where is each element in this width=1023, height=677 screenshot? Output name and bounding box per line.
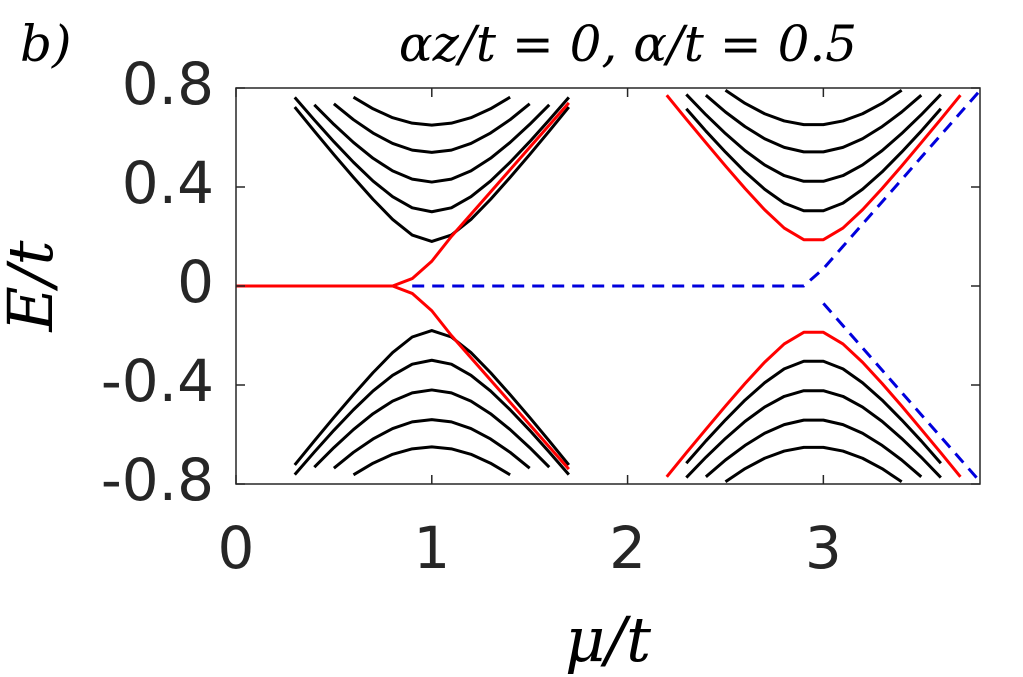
y-axis-label: E/t bbox=[0, 240, 67, 332]
series-line bbox=[236, 284, 962, 478]
series-line bbox=[352, 95, 511, 127]
series-line bbox=[332, 88, 903, 154]
x-axis-label: μ/t bbox=[565, 603, 651, 676]
x-tick-label: 1 bbox=[413, 514, 450, 582]
panel-label: b) bbox=[20, 15, 72, 73]
plot-area bbox=[236, 88, 980, 484]
y-tick-label: 0 bbox=[177, 248, 214, 316]
y-tick-label: -0.4 bbox=[101, 347, 214, 415]
x-tick-label: 0 bbox=[218, 514, 255, 582]
series-line bbox=[332, 418, 903, 484]
y-tick-label: -0.8 bbox=[101, 446, 214, 514]
chart-title: αz/t = 0, α/t = 0.5 bbox=[399, 15, 857, 73]
x-tick-label: 3 bbox=[805, 514, 842, 582]
y-tick-label: 0.4 bbox=[122, 149, 214, 217]
series-line bbox=[313, 94, 923, 184]
series-line bbox=[352, 445, 511, 477]
x-tick-label: 2 bbox=[609, 514, 646, 582]
series-line bbox=[293, 358, 942, 479]
series-line bbox=[313, 388, 923, 478]
series-line bbox=[822, 302, 980, 483]
series-line bbox=[236, 94, 962, 288]
series-line bbox=[412, 89, 980, 288]
y-tick-label: 0.8 bbox=[122, 50, 214, 118]
series-line bbox=[293, 329, 942, 466]
series-line bbox=[293, 93, 942, 214]
series-line bbox=[293, 106, 942, 243]
